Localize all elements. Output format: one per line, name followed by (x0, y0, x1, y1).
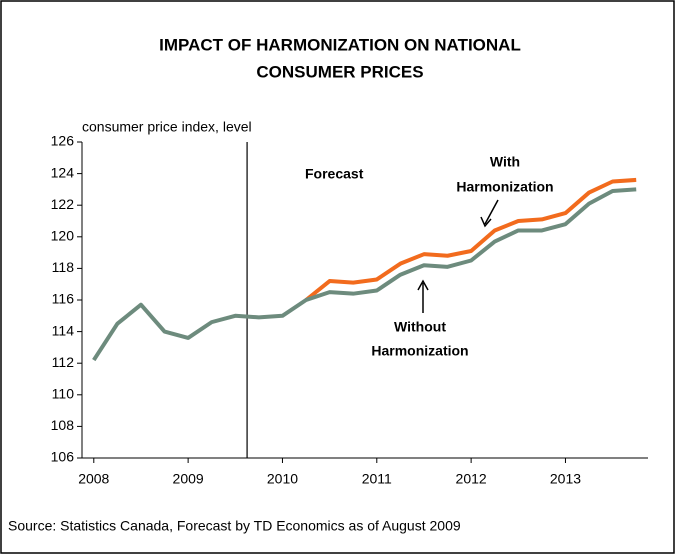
x-tick-label: 2008 (78, 471, 109, 487)
y-tick-label: 120 (51, 228, 75, 244)
x-tick-label: 2009 (173, 471, 204, 487)
x-tick-label: 2012 (456, 471, 487, 487)
series-line (92, 187, 637, 362)
x-tick-label: 2013 (550, 471, 581, 487)
arrow-head (417, 279, 429, 291)
y-tick-label: 118 (52, 259, 75, 275)
y-tick-label: 126 (51, 133, 75, 149)
series-line (304, 177, 637, 302)
y-tick-label: 124 (51, 164, 75, 180)
chart-title: IMPACT OF HARMONIZATION ON NATIONAL (159, 35, 521, 54)
annotation: With (490, 154, 520, 170)
annotation: Harmonization (371, 343, 468, 359)
source: Source: Statistics Canada, Forecast by T… (8, 518, 461, 534)
y-tick-label: 122 (51, 196, 75, 212)
y-tick-label: 110 (52, 386, 75, 402)
arrow (484, 199, 499, 225)
x-tick-label: 2010 (267, 471, 298, 487)
annotation: Harmonization (456, 179, 553, 195)
y-tick-label: 114 (52, 322, 75, 338)
arrow-head (480, 216, 492, 228)
y-tick-label: 106 (51, 449, 75, 465)
arrows (417, 199, 499, 313)
y-tick-label: 116 (52, 291, 75, 307)
annotation: Without (394, 319, 446, 335)
chart-title: CONSUMER PRICES (256, 62, 423, 81)
y-axis-label: consumer price index, level (82, 119, 252, 135)
y-tick-label: 108 (51, 417, 75, 433)
x-tick-label: 2011 (362, 471, 392, 487)
annotation: Forecast (305, 166, 364, 182)
y-tick-label: 112 (52, 354, 75, 370)
